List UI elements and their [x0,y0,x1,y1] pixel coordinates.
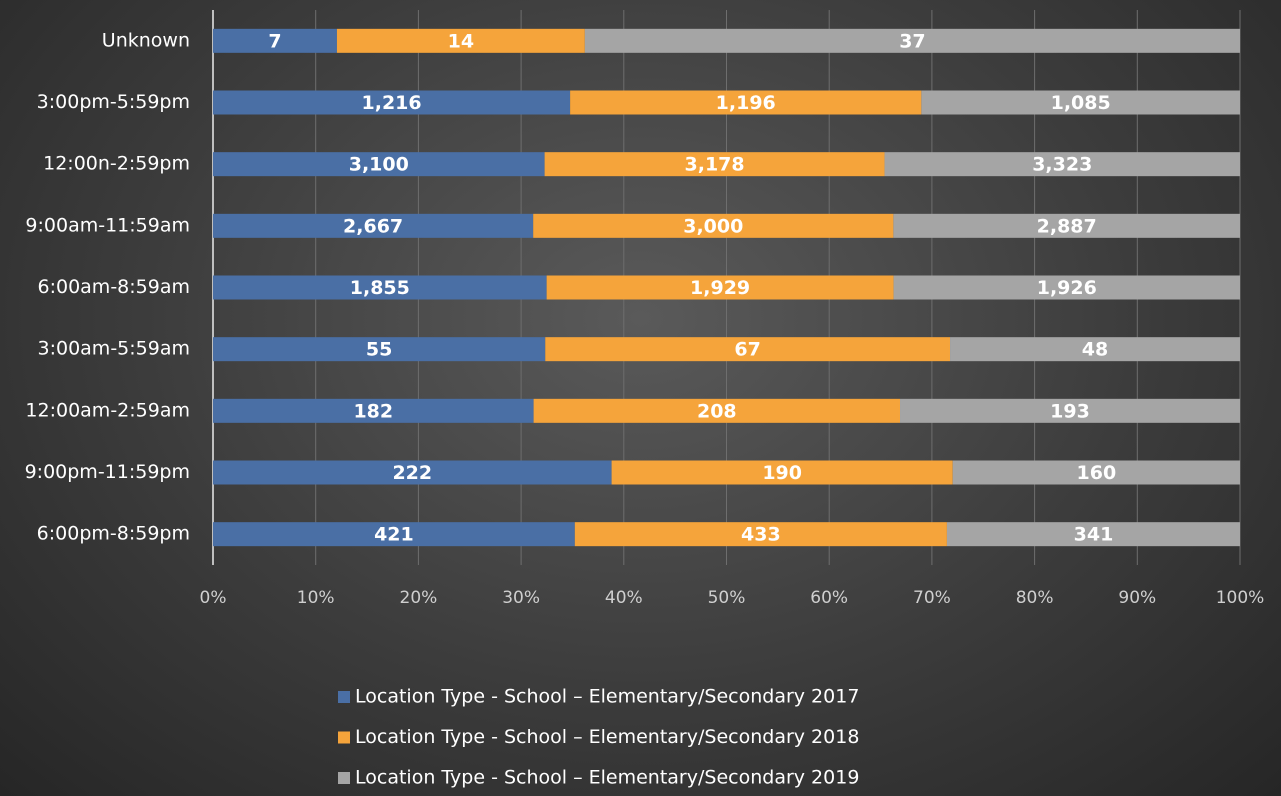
data-label: 222 [392,462,432,484]
data-label: 48 [1082,339,1108,361]
bar-segment [213,460,612,485]
data-label: 160 [1077,462,1117,484]
data-label: 7 [268,30,281,52]
data-label: 1,929 [690,277,750,299]
bar-segment [884,152,1240,177]
y-tick-label: 6:00am-8:59am [38,276,191,298]
y-tick-label: 3:00am-5:59am [38,338,191,360]
x-tick-label: 90% [1118,588,1156,608]
data-label: 421 [374,524,414,546]
x-tick-label: 70% [913,588,951,608]
y-tick-label: 9:00pm-11:59pm [25,461,190,483]
bar-segment [893,213,1240,238]
x-tick-label: 30% [502,588,540,608]
legend-label: Location Type - School – Elementary/Seco… [355,726,859,748]
data-label: 182 [353,400,393,422]
legend-label: Location Type - School – Elementary/Seco… [355,767,859,789]
data-label: 67 [734,339,760,361]
y-tick-label: 6:00pm-8:59pm [37,523,190,545]
data-label: 14 [448,30,474,52]
bar-segment [950,337,1240,362]
bar-segment [921,90,1240,115]
bar-segment [213,337,546,362]
bar-segment [544,152,885,177]
x-tick-label: 0% [200,588,227,608]
data-label: 3,178 [685,154,745,176]
data-label: 193 [1050,400,1090,422]
data-label: 37 [899,30,925,52]
x-tick-label: 50% [708,588,746,608]
x-tick-label: 20% [400,588,438,608]
y-tick-label: 3:00pm-5:59pm [37,91,190,113]
y-tick-label: 12:00am-2:59am [25,399,190,421]
bar-segment [946,522,1240,547]
data-label: 55 [366,339,392,361]
bar-segment [893,275,1240,300]
y-tick-label: 9:00am-11:59am [25,214,190,236]
bar-segment [213,90,571,115]
data-label: 341 [1074,524,1114,546]
bar-segment [546,275,894,300]
data-label: 3,323 [1032,154,1092,176]
legend-label: Location Type - School – Elementary/Seco… [355,686,859,708]
x-tick-label: 10% [297,588,335,608]
data-label: 1,216 [362,92,422,114]
x-tick-label: 100% [1216,588,1265,608]
data-label: 433 [741,524,781,546]
bar-segment [570,90,922,115]
x-tick-label: 80% [1016,588,1054,608]
data-label: 208 [697,400,737,422]
data-label: 1,926 [1037,277,1097,299]
bar-segment [213,152,545,177]
bar-segment [213,522,575,547]
data-label: 3,100 [349,154,409,176]
legend-swatch [338,772,350,784]
bar-segment [213,28,337,53]
y-tick-label: 12:00n-2:59pm [43,153,190,175]
bar-segment [213,275,547,300]
data-label: 1,855 [350,277,410,299]
data-label: 1,085 [1051,92,1111,114]
data-label: 1,196 [716,92,776,114]
bar-segment [213,398,534,423]
bar-segment [545,337,951,362]
bar-segment [900,398,1240,423]
bar-segment [952,460,1240,485]
x-tick-label: 60% [810,588,848,608]
bar-segment [574,522,947,547]
legend-swatch [338,731,350,744]
data-label: 2,667 [343,215,403,237]
x-tick-label: 40% [605,588,643,608]
bar-segment [533,213,894,238]
data-label: 3,000 [683,215,743,237]
bar-segment [336,28,585,53]
legend-swatch [338,691,350,703]
bar-segment [533,398,901,423]
bar-segment [611,460,953,485]
y-tick-label: Unknown [102,29,190,51]
bar-segment [584,28,1240,53]
data-label: 190 [762,462,802,484]
bar-segment [213,213,534,238]
data-label: 2,887 [1037,215,1097,237]
